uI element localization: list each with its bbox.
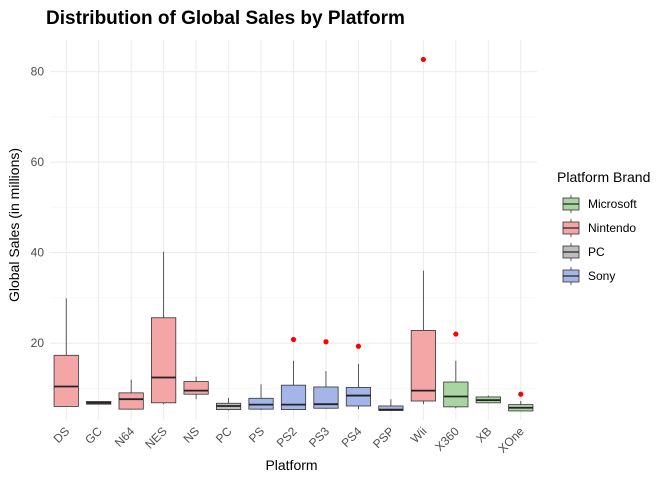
box-iqr	[443, 381, 469, 408]
boxes-layer	[53, 56, 534, 412]
box-ds	[53, 298, 79, 407]
legend-item-pc: PC	[562, 243, 605, 261]
box-iqr	[345, 387, 372, 407]
outlier-point	[323, 339, 329, 345]
chart-title: Distribution of Global Sales by Platform	[46, 8, 405, 29]
x-tick-label: NES	[142, 424, 169, 451]
x-tick-label: PC	[213, 424, 235, 446]
box-ps4	[345, 343, 372, 410]
box-iqr	[280, 384, 307, 410]
y-tick-label: 60	[31, 155, 45, 169]
box-iqr	[378, 405, 404, 411]
x-tick-label: PS	[246, 424, 267, 445]
x-tick-label: PS2	[274, 424, 300, 450]
x-tick-label: PS3	[306, 424, 332, 450]
box-nes	[151, 251, 177, 405]
box-iqr	[313, 386, 339, 409]
outlier-point	[518, 391, 524, 397]
legend-item-microsoft: Microsoft	[562, 195, 637, 213]
legend-title: Platform Brand	[557, 169, 650, 185]
x-tick-label: DS	[51, 424, 73, 446]
box-iqr	[410, 330, 436, 402]
box-ns	[183, 376, 209, 400]
y-tick-label: 40	[31, 246, 45, 260]
box-iqr	[248, 397, 274, 410]
box-n64	[118, 379, 144, 410]
box-wii	[410, 56, 436, 405]
box-pc	[215, 397, 242, 411]
x-tick-label: PSP	[370, 424, 397, 451]
x-tick-label: NS	[181, 424, 203, 446]
outlier-point	[290, 336, 297, 343]
x-tick-label: PS4	[339, 424, 365, 450]
x-tick-label: X360	[432, 424, 462, 454]
x-tick-label: Wii	[408, 424, 430, 446]
box-ps2	[280, 336, 307, 411]
box-iqr	[183, 381, 209, 395]
legend: Platform Brand Microsoft Nintendo PC Sony	[557, 169, 650, 285]
box-ps3	[313, 339, 339, 409]
outlier-point	[355, 343, 362, 349]
legend-label: Microsoft	[588, 197, 637, 211]
box-iqr	[151, 317, 177, 404]
grid	[50, 40, 537, 420]
box-xb	[475, 395, 501, 404]
x-axis: DS GC N64 NES NS PC PS PS2 PS3 PS4 PSP Wii X360 XB XOn…	[51, 424, 527, 456]
box-iqr	[53, 354, 79, 407]
legend-label: PC	[588, 245, 605, 259]
y-axis: 20 40 60 80	[31, 65, 45, 350]
box-psp	[378, 399, 404, 411]
y-tick-label: 80	[31, 65, 45, 79]
x-tick-label: XB	[473, 424, 494, 445]
legend-label: Nintendo	[588, 221, 636, 235]
box-ps	[248, 384, 274, 411]
outlier-point	[453, 331, 459, 337]
box-iqr	[118, 392, 144, 410]
box-gc	[86, 401, 112, 405]
outlier-point	[420, 56, 426, 63]
y-tick-label: 20	[31, 336, 45, 350]
x-tick-label: XOne	[495, 424, 527, 456]
x-axis-title: Platform	[265, 457, 317, 473]
box-xone	[508, 391, 534, 412]
legend-label: Sony	[588, 269, 615, 283]
legend-item-sony: Sony	[562, 267, 615, 285]
legend-item-nintendo: Nintendo	[562, 219, 636, 237]
x-tick-label: N64	[112, 424, 138, 450]
y-axis-title: Global Sales (in millions)	[6, 148, 22, 302]
x-tick-label: GC	[82, 424, 105, 447]
box-x360	[443, 331, 469, 409]
